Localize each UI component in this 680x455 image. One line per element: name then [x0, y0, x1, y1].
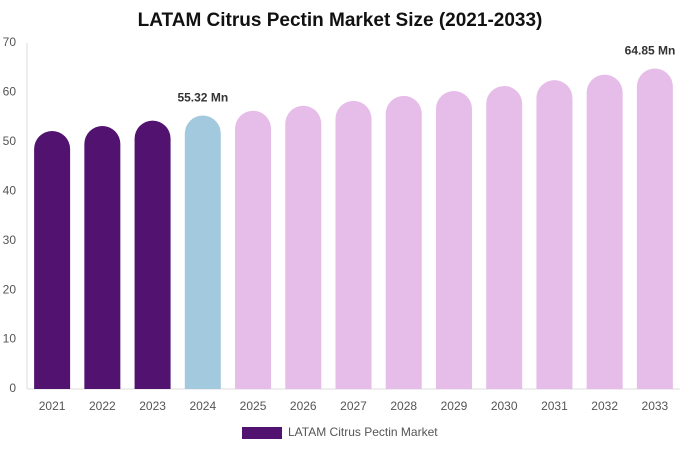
- bar: [84, 126, 121, 390]
- x-tick-label: 2021: [39, 399, 66, 413]
- y-tick-label: 40: [3, 183, 17, 197]
- y-tick-label: 20: [3, 282, 17, 296]
- bar: [184, 115, 221, 389]
- y-tick-label: 70: [3, 35, 17, 49]
- x-tick-label: 2025: [240, 399, 267, 413]
- chart-title: LATAM Citrus Pectin Market Size (2021-20…: [138, 10, 543, 31]
- bar: [385, 95, 422, 389]
- bar: [134, 120, 171, 390]
- bar: [34, 130, 71, 389]
- x-tick-label: 2029: [441, 399, 468, 413]
- x-tick-label: 2023: [139, 399, 166, 413]
- legend-swatch: [242, 427, 282, 439]
- y-tick-label: 0: [9, 381, 16, 395]
- value-label: 64.85 Mn: [625, 44, 676, 58]
- x-tick-label: 2032: [591, 399, 618, 413]
- x-tick-label: 2022: [89, 399, 116, 413]
- y-tick-label: 30: [3, 233, 17, 247]
- bar: [235, 110, 272, 389]
- x-tick-label: 2026: [290, 399, 317, 413]
- x-tick-label: 2031: [541, 399, 568, 413]
- bar: [335, 100, 372, 390]
- legend-label: LATAM Citrus Pectin Market: [288, 425, 438, 439]
- x-tick-label: 2024: [189, 399, 216, 413]
- y-tick-label: 60: [3, 85, 17, 99]
- bar: [435, 90, 472, 390]
- value-label: 55.32 Mn: [177, 91, 228, 105]
- y-tick-label: 10: [3, 332, 17, 346]
- bar: [636, 68, 673, 389]
- x-tick-label: 2030: [491, 399, 518, 413]
- bar: [586, 74, 623, 390]
- x-tick-label: 2027: [340, 399, 367, 413]
- x-tick-label: 2028: [390, 399, 417, 413]
- bar: [285, 105, 322, 389]
- bar: [536, 80, 573, 390]
- bar: [486, 86, 523, 389]
- x-tick-label: 2033: [642, 399, 669, 413]
- y-tick-label: 50: [3, 134, 17, 148]
